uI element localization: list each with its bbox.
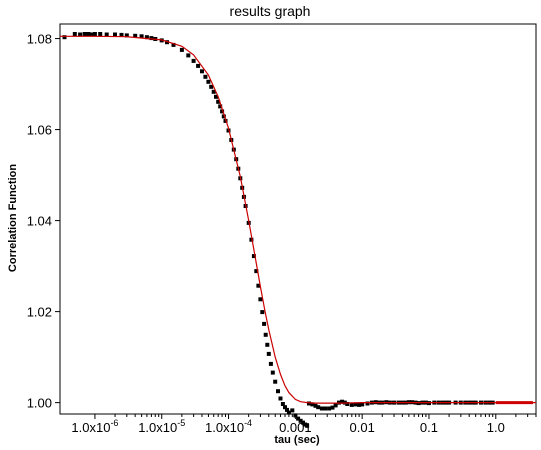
data-point [345, 402, 350, 406]
data-point [203, 74, 208, 79]
data-point [268, 361, 273, 366]
data-point [333, 403, 338, 408]
x-tick-label: 1.0x10-4 [205, 418, 252, 435]
data-point [330, 405, 335, 410]
data-point [186, 53, 191, 58]
data-point [349, 402, 354, 407]
data-point [89, 32, 94, 37]
data-point [206, 79, 211, 84]
data-point [220, 109, 225, 114]
data-point [316, 405, 321, 410]
data-point [280, 402, 285, 406]
x-axis-label: tau (sec) [274, 434, 320, 446]
data-point [139, 34, 144, 39]
data-point [179, 47, 184, 52]
data-point [214, 94, 218, 99]
data-point [254, 269, 259, 274]
x-axis: 1.0x10-6 1.0x10-5 1.0x10-4 0.001 0.01 0.1 1.0 [71, 414, 537, 435]
data-point [310, 402, 315, 407]
data-point [98, 32, 103, 36]
data-point [298, 418, 303, 423]
y-axis-label: Correlation Function [7, 164, 19, 272]
data-point [262, 321, 267, 326]
data-point [340, 399, 345, 404]
data-point [283, 405, 287, 410]
data-point [301, 420, 305, 425]
data-point [251, 254, 256, 259]
data-point [119, 32, 124, 37]
x-tick-label: 0.1 [420, 420, 438, 435]
data-point [285, 407, 289, 412]
y-tick-label: 1.08 [27, 32, 52, 47]
data-point [263, 332, 268, 337]
data-point [133, 33, 138, 38]
fit-line [60, 35, 536, 404]
data-point [266, 351, 271, 356]
data-point [265, 342, 270, 347]
data-point [191, 58, 196, 63]
x-tick-label: 1.0x10-5 [138, 418, 185, 435]
data-point [357, 402, 362, 407]
data-point [365, 401, 370, 406]
data-point [296, 416, 301, 421]
y-axis: 1.00 1.02 1.04 1.06 1.08 [27, 32, 60, 411]
y-tick-label: 1.04 [27, 214, 52, 229]
data-point [276, 389, 280, 394]
x-tick-label: 0.01 [350, 420, 375, 435]
data-point [249, 237, 254, 242]
data-point [196, 63, 201, 68]
data-point [327, 406, 332, 411]
data-point [211, 89, 216, 94]
y-tick-label: 1.06 [27, 123, 52, 138]
data-point [216, 99, 221, 104]
data-point [144, 35, 149, 40]
data-point [200, 69, 204, 74]
data-point [92, 32, 97, 36]
x-tick-label: 0.001 [279, 420, 312, 435]
data-point [218, 104, 223, 109]
chart-title: results graph [230, 3, 311, 19]
y-tick-label: 1.00 [27, 396, 52, 411]
data-point [104, 32, 109, 37]
data-point [360, 402, 365, 407]
data-point [260, 310, 265, 315]
plot-frame [59, 23, 537, 415]
data-point [86, 32, 91, 36]
data-layer [60, 32, 536, 428]
data-point [62, 35, 67, 40]
data-point [171, 42, 176, 47]
data-point [124, 33, 129, 38]
data-point [82, 32, 87, 36]
data-point [307, 401, 311, 406]
data-point [209, 84, 214, 89]
x-tick-label: 1.0x10-6 [71, 418, 118, 435]
data-point [258, 297, 263, 302]
y-tick-label: 1.02 [27, 305, 52, 320]
data-point [353, 402, 358, 407]
data-point [319, 406, 324, 411]
data-point [323, 406, 328, 411]
data-point [305, 423, 310, 428]
data-point [273, 379, 278, 384]
data-point [256, 283, 261, 288]
data-point [113, 32, 117, 37]
x-tick-label: 1.0 [487, 420, 505, 435]
data-point [290, 408, 295, 413]
data-point [278, 396, 283, 401]
data-point [221, 114, 226, 119]
data-point [78, 32, 83, 37]
data-point [286, 410, 291, 415]
data-point [270, 370, 275, 375]
data-point [72, 32, 77, 36]
data-point [149, 36, 154, 41]
data-point [313, 403, 318, 408]
